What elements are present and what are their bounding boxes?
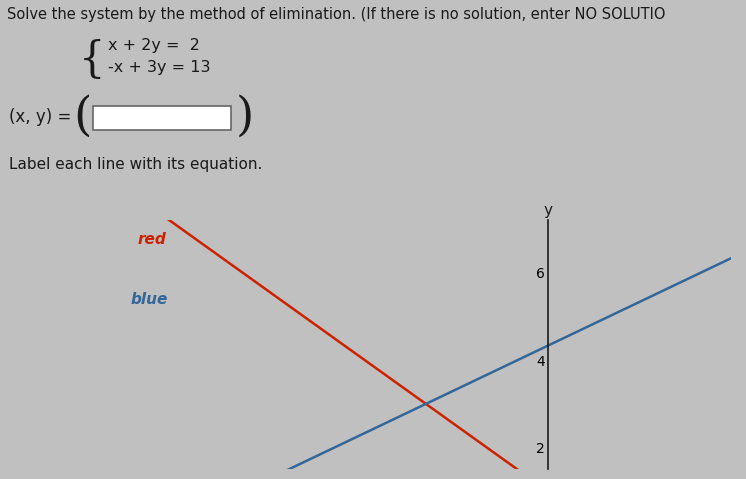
Text: ): ): [236, 95, 254, 140]
Text: y: y: [544, 203, 553, 218]
Text: (: (: [73, 95, 92, 140]
Text: blue: blue: [131, 292, 168, 307]
Text: {: {: [78, 39, 105, 81]
Text: Solve the system by the method of elimination. (If there is no solution, enter N: Solve the system by the method of elimin…: [7, 7, 666, 22]
Text: x + 2y =  2: x + 2y = 2: [108, 38, 200, 53]
Text: Label each line with its equation.: Label each line with its equation.: [9, 157, 263, 172]
Text: -x + 3y = 13: -x + 3y = 13: [108, 59, 210, 75]
Text: red: red: [138, 232, 167, 247]
Text: (x, y) =: (x, y) =: [9, 108, 72, 126]
FancyBboxPatch shape: [93, 106, 231, 130]
